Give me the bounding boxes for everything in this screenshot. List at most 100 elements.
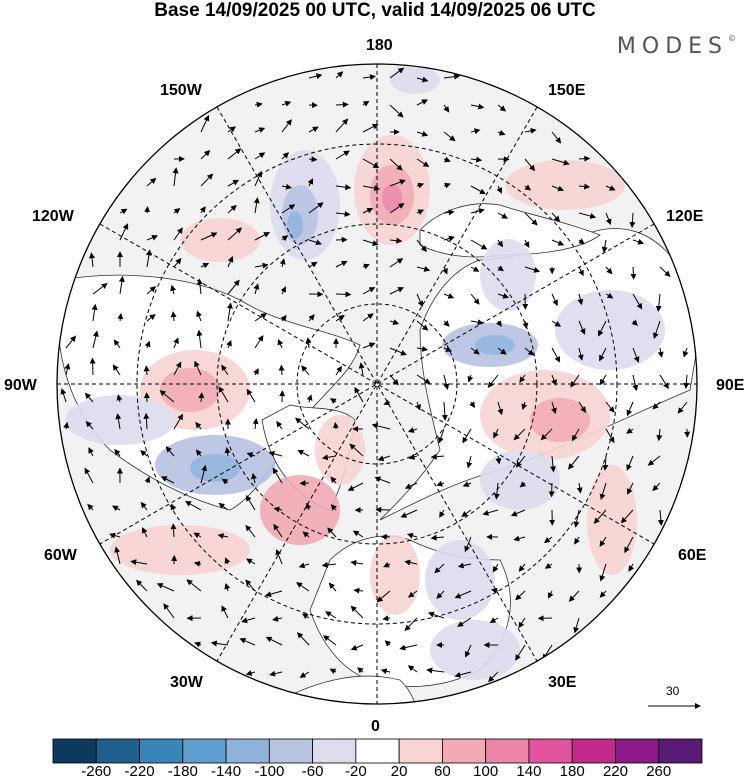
wind-arrow <box>632 347 640 363</box>
wind-arrow <box>371 422 391 430</box>
wind-arrow <box>457 562 472 569</box>
wind-arrow <box>540 428 553 441</box>
wind-arrow <box>632 293 643 310</box>
wind-arrow <box>544 536 553 544</box>
wind-arrow <box>551 185 565 192</box>
wind-arrow <box>551 239 565 246</box>
wind-arrow <box>362 239 379 246</box>
wind-arrow <box>632 374 639 392</box>
colorbar-swatch <box>182 738 227 764</box>
wind-arrow <box>374 476 391 484</box>
wind-arrow <box>172 167 179 187</box>
wind-arrow <box>92 330 99 349</box>
wind-arrow <box>227 227 243 241</box>
wind-arrow <box>299 671 310 678</box>
wind-arrow <box>470 103 485 110</box>
wind-arrow <box>629 212 636 229</box>
wind-arrow <box>574 536 580 545</box>
label-60w: 60W <box>44 547 77 564</box>
wind-arrow <box>443 374 450 390</box>
wind-arrow <box>308 126 319 133</box>
wind-arrow <box>254 152 266 160</box>
wind-arrow <box>159 390 175 403</box>
wind-arrow <box>436 480 445 487</box>
anomaly-negative <box>425 540 495 620</box>
wind-arrow <box>173 361 182 376</box>
wind-arrow <box>200 232 218 241</box>
wind-arrow <box>272 615 283 622</box>
wind-arrow <box>88 252 95 268</box>
wind-arrow <box>308 73 323 80</box>
wind-arrow <box>652 401 661 410</box>
colorbar-tick-label: 60 <box>434 763 451 780</box>
wind-arrow <box>467 374 474 383</box>
wind-arrow <box>146 286 157 295</box>
wind-arrow <box>497 212 508 219</box>
wind-arrow <box>550 455 557 473</box>
wind-arrow <box>301 613 310 620</box>
wind-arrow <box>573 509 580 528</box>
wind-arrow <box>389 203 405 214</box>
wind-arrow <box>626 427 634 434</box>
wind-arrow <box>441 401 448 421</box>
anomaly-negative <box>555 290 665 370</box>
wind-arrow <box>389 258 404 268</box>
wind-arrow <box>659 266 671 277</box>
wind-arrow <box>112 505 121 512</box>
wind-arrow <box>335 314 345 322</box>
colorbar-swatch <box>485 738 530 764</box>
wind-arrow <box>335 210 351 217</box>
wind-arrow <box>335 365 342 376</box>
wind-arrow <box>389 374 399 386</box>
wind-arrow <box>682 347 689 358</box>
wind-arrow <box>254 232 270 241</box>
wind-arrow <box>275 548 283 565</box>
wind-arrow <box>114 546 121 565</box>
wind-arrow <box>295 417 310 430</box>
wind-arrow <box>163 603 175 619</box>
wind-arrow <box>443 131 456 142</box>
wind-arrow <box>515 644 526 661</box>
wind-arrow <box>443 156 451 163</box>
wind-arrow <box>624 536 634 554</box>
landmass-chukotka <box>419 203 601 258</box>
wind-arrow <box>330 476 337 484</box>
anomaly-positive <box>505 160 625 210</box>
colorbar-swatch <box>268 738 314 764</box>
wind-arrow <box>598 320 607 337</box>
wind-arrow <box>281 152 290 160</box>
wind-arrow <box>170 523 177 538</box>
wind-arrow <box>276 420 283 430</box>
wind-arrow <box>524 158 536 172</box>
wind-arrow <box>327 527 337 538</box>
meridian <box>216 106 538 662</box>
wind-arrow <box>254 335 264 349</box>
wind-arrow <box>593 509 607 524</box>
wind-arrow <box>144 206 151 214</box>
meridian <box>99 223 655 545</box>
wind-arrow <box>628 563 635 572</box>
wind-arrow <box>226 339 232 349</box>
wind-arrow <box>577 293 584 306</box>
wind-arrow <box>135 579 148 592</box>
wind-arrow <box>272 467 283 484</box>
wind-arrow <box>246 388 256 403</box>
wind-arrow <box>443 182 451 189</box>
wind-arrow <box>497 239 504 248</box>
wind-arrow <box>551 131 562 144</box>
wind-arrow <box>416 158 430 167</box>
wind-arrow <box>656 428 663 442</box>
colorbar-tick-label: -20 <box>345 763 367 780</box>
wind-arrow <box>279 258 286 268</box>
wind-arrow <box>308 156 318 163</box>
wind-arrow <box>119 223 129 241</box>
wind-arrow <box>335 184 352 191</box>
wind-arrow <box>335 150 350 160</box>
anomaly-negative <box>475 335 515 355</box>
colorbar-tick-label: 180 <box>559 763 585 780</box>
colorbar-swatch <box>95 738 140 764</box>
wind-arrow <box>404 482 418 489</box>
wind-arrow <box>146 313 156 322</box>
wind-arrow <box>605 266 613 275</box>
